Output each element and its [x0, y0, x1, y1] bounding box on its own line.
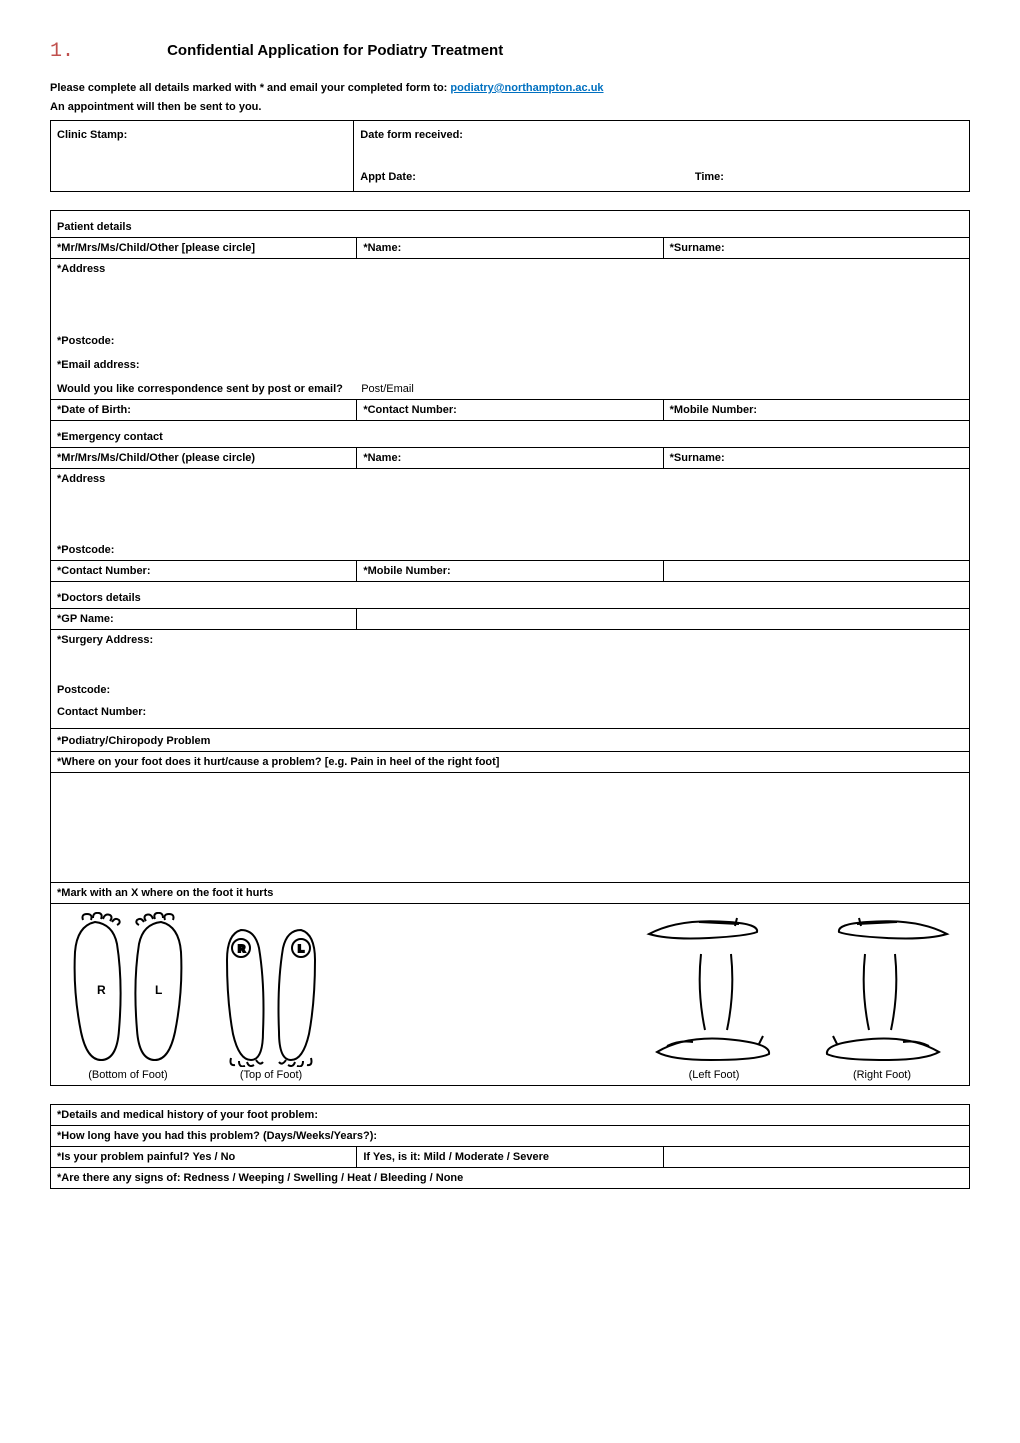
gp-name-value[interactable]	[357, 609, 970, 630]
patient-postcode-field[interactable]: *Postcode:	[51, 331, 970, 351]
surgery-contact-number-field[interactable]: Contact Number:	[51, 700, 970, 729]
clinic-stamp-table: Clinic Stamp: Date form received: Appt D…	[50, 120, 970, 193]
emergency-postcode-field[interactable]: *Postcode:	[51, 540, 970, 561]
top-of-foot-label: (Top of Foot)	[240, 1069, 302, 1081]
intro-prefix: Please complete all details marked with …	[50, 82, 450, 94]
emergency-address-field[interactable]: *Address	[51, 468, 970, 540]
right-foot-side-icon[interactable]	[807, 912, 957, 1067]
page-title: Confidential Application for Podiatry Tr…	[167, 42, 503, 59]
problem-section-title: *Podiatry/Chiropody Problem	[51, 728, 970, 751]
top-of-feet-icon[interactable]: R L	[211, 912, 331, 1067]
doctors-section-title: *Doctors details	[51, 582, 970, 609]
foot-diagram-container: R L (Bottom of Foot) R	[51, 904, 969, 1085]
email-link[interactable]: podiatry@northampton.ac.uk	[450, 82, 603, 94]
gp-name-field[interactable]: *GP Name:	[51, 609, 357, 630]
emergency-mobile-number-field[interactable]: *Mobile Number:	[357, 561, 663, 582]
post-email-options: Post/Email	[361, 383, 414, 395]
patient-title-selector[interactable]: *Mr/Mrs/Ms/Child/Other [please circle]	[51, 238, 357, 259]
patient-surname-field[interactable]: *Surname:	[663, 238, 969, 259]
patient-email-field[interactable]: *Email address:	[51, 351, 970, 375]
history-painful-field[interactable]: *Is your problem painful? Yes / No	[51, 1146, 357, 1167]
surgery-postcode-field[interactable]: Postcode:	[51, 678, 970, 700]
right-foot-label: (Right Foot)	[853, 1069, 911, 1081]
left-foot-side-icon[interactable]	[639, 912, 789, 1067]
bottom-of-foot-unit: R L (Bottom of Foot)	[63, 912, 193, 1081]
page-header: 1. Confidential Application for Podiatry…	[50, 40, 970, 63]
correspondence-field[interactable]: Would you like correspondence sent by po…	[51, 375, 970, 400]
appt-date-label: Appt Date:	[360, 167, 692, 188]
emergency-surname-field[interactable]: *Surname:	[663, 447, 969, 468]
top-of-foot-unit: R L	[211, 912, 331, 1081]
bottom-of-foot-label: (Bottom of Foot)	[88, 1069, 167, 1081]
history-details-label: *Details and medical history of your foo…	[51, 1104, 970, 1125]
main-form-table: Patient details *Mr/Mrs/Ms/Child/Other […	[50, 210, 970, 1086]
clinic-stamp-cell[interactable]: Clinic Stamp:	[51, 120, 354, 192]
l-label: L	[155, 983, 162, 997]
emergency-section-title: *Emergency contact	[51, 420, 970, 447]
left-foot-group: R L (Bottom of Foot) R	[63, 912, 331, 1081]
svg-text:L: L	[298, 944, 304, 955]
intro-line-2: An appointment will then be sent to you.	[50, 100, 970, 115]
patient-contact-number-field[interactable]: *Contact Number:	[357, 399, 663, 420]
history-severity-field[interactable]: If Yes, is it: Mild / Moderate / Severe	[357, 1146, 663, 1167]
medical-history-table: *Details and medical history of your foo…	[50, 1104, 970, 1189]
patient-name-field[interactable]: *Name:	[357, 238, 663, 259]
left-foot-label: (Left Foot)	[689, 1069, 740, 1081]
where-hurt-label: *Where on your foot does it hurt/cause a…	[51, 751, 970, 772]
bottom-of-feet-icon[interactable]: R L	[63, 912, 193, 1067]
where-hurt-field[interactable]	[51, 772, 970, 882]
patient-dob-field[interactable]: *Date of Birth:	[51, 399, 357, 420]
patient-section-title: Patient details	[51, 211, 970, 238]
emergency-name-field[interactable]: *Name:	[357, 447, 663, 468]
page-number: 1.	[50, 40, 74, 63]
date-form-received-label: Date form received:	[360, 125, 963, 146]
emergency-blank-cell	[663, 561, 969, 582]
r-label: R	[97, 983, 106, 997]
foot-diagram-cell[interactable]: R L (Bottom of Foot) R	[51, 903, 970, 1085]
right-foot-unit: (Right Foot)	[807, 912, 957, 1081]
patient-address-field[interactable]: *Address	[51, 259, 970, 331]
mark-x-label: *Mark with an X where on the foot it hur…	[51, 882, 970, 903]
right-foot-group: (Left Foot)	[639, 912, 957, 1081]
intro-line-1: Please complete all details marked with …	[50, 81, 970, 96]
svg-text:R: R	[238, 944, 246, 955]
surgery-address-field[interactable]: *Surgery Address:	[51, 630, 970, 678]
history-signs-field[interactable]: *Are there any signs of: Redness / Weepi…	[51, 1167, 970, 1188]
left-foot-unit: (Left Foot)	[639, 912, 789, 1081]
patient-mobile-number-field[interactable]: *Mobile Number:	[663, 399, 969, 420]
history-howlong-field[interactable]: *How long have you had this problem? (Da…	[51, 1125, 970, 1146]
time-label: Time:	[695, 171, 724, 183]
correspondence-label: Would you like correspondence sent by po…	[57, 383, 343, 395]
date-received-cell[interactable]: Date form received: Appt Date: Time:	[354, 120, 970, 192]
emergency-contact-number-field[interactable]: *Contact Number:	[51, 561, 357, 582]
emergency-title-selector[interactable]: *Mr/Mrs/Ms/Child/Other (please circle)	[51, 447, 357, 468]
history-blank-cell	[663, 1146, 969, 1167]
